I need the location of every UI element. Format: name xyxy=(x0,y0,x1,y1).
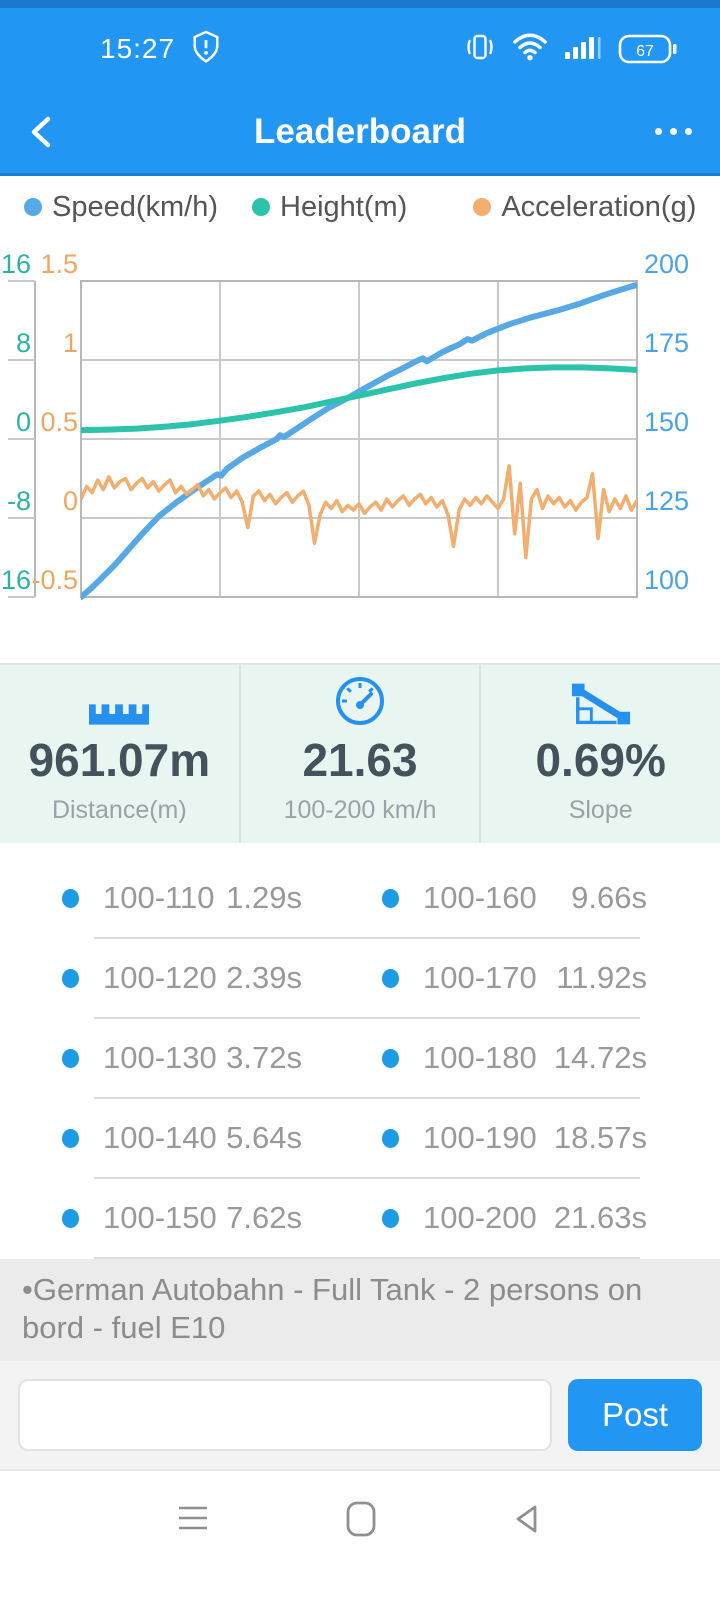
menu-icon[interactable] xyxy=(174,1502,214,1536)
more-options-button[interactable] xyxy=(655,128,692,135)
security-shield-icon xyxy=(191,30,221,69)
slope-value: 0.69% xyxy=(535,734,666,787)
speedometer-icon xyxy=(334,677,386,727)
sprint-times-table: 100-110 1.29s 100-160 9.66s 100-120 2.39s 1… xyxy=(0,843,720,1259)
height-dot-icon xyxy=(252,198,271,216)
ruler-icon xyxy=(88,683,150,727)
speed-dot-icon xyxy=(24,198,42,216)
stat-distance: 961.07m Distance(m) xyxy=(0,665,239,843)
svg-text:16: 16 xyxy=(1,249,31,279)
stat-sprint-time: 21.63 100-200 km/h xyxy=(238,665,480,843)
table-row: 100-140 5.64s 100-190 18.57s xyxy=(0,1099,720,1177)
status-bar: 15:27 67 xyxy=(0,8,720,90)
telemetry-chart: 16 8 0 -8 -16 1.5 1 0.5 0 -0.5 200 175 150 125 100 xyxy=(0,238,720,663)
row-divider xyxy=(94,937,640,939)
comment-input[interactable] xyxy=(18,1378,552,1451)
row-divider xyxy=(94,1177,640,1179)
chart-legend: Speed(km/h) Height(m) Acceleration(g) xyxy=(0,176,720,238)
svg-text:200: 200 xyxy=(644,249,689,279)
distance-label: Distance(m) xyxy=(51,795,187,824)
battery-percent-text: 67 xyxy=(636,43,654,60)
svg-text:175: 175 xyxy=(644,328,689,358)
acceleration-dot-icon xyxy=(473,198,492,216)
android-nav-bar xyxy=(0,1468,720,1568)
notch-strip xyxy=(0,0,720,8)
bullet-icon xyxy=(382,1128,399,1148)
battery-icon: 67 xyxy=(618,33,678,65)
sprint-time-label: 100-200 km/h xyxy=(283,795,437,824)
home-icon[interactable] xyxy=(343,1499,379,1539)
svg-text:0: 0 xyxy=(16,407,31,437)
svg-text:1.5: 1.5 xyxy=(40,249,78,279)
svg-text:125: 125 xyxy=(644,486,689,516)
bullet-icon xyxy=(382,1208,399,1228)
table-row: 100-120 2.39s 100-170 11.92s xyxy=(0,939,720,1017)
svg-text:1: 1 xyxy=(63,328,78,358)
bullet-icon xyxy=(62,888,79,908)
wifi-icon xyxy=(512,32,548,67)
legend-item-height[interactable]: Height(m) xyxy=(252,191,407,224)
sprint-time-value: 21.63 xyxy=(302,734,418,787)
vibrate-icon xyxy=(463,31,497,68)
legend-item-acceleration[interactable]: Acceleration(g) xyxy=(473,191,696,224)
svg-text:-16: -16 xyxy=(0,565,31,595)
page-title: Leaderboard xyxy=(254,111,466,151)
table-row: 100-110 1.29s 100-160 9.66s xyxy=(0,859,720,937)
svg-text:100: 100 xyxy=(644,565,689,595)
bullet-icon xyxy=(62,1208,79,1228)
compose-row: Post xyxy=(0,1360,720,1469)
back-nav-icon[interactable] xyxy=(508,1501,546,1537)
clock-time: 15:27 xyxy=(100,33,176,64)
comment-bar: •German Autobahn - Full Tank - 2 persons… xyxy=(0,1259,720,1361)
stats-panel: 961.07m Distance(m) 21.63 100-200 km/h 0… xyxy=(0,663,720,843)
table-row: 100-150 7.62s 100-200 21.63s xyxy=(0,1179,720,1257)
legend-item-speed[interactable]: Speed(km/h) xyxy=(24,191,218,224)
back-button[interactable] xyxy=(24,110,60,154)
distance-value: 961.07m xyxy=(28,734,211,787)
table-row: 100-130 3.72s 100-180 14.72s xyxy=(0,1019,720,1097)
slope-label: Slope xyxy=(568,795,633,824)
svg-text:8: 8 xyxy=(16,328,31,358)
svg-text:-8: -8 xyxy=(7,486,31,516)
svg-text:0: 0 xyxy=(63,486,78,516)
slope-icon xyxy=(570,683,632,727)
post-button[interactable]: Post xyxy=(568,1378,702,1451)
stat-slope: 0.69% Slope xyxy=(479,665,720,843)
bullet-icon xyxy=(382,888,399,908)
svg-text:150: 150 xyxy=(644,407,689,437)
row-divider xyxy=(94,1257,640,1259)
bullet-icon xyxy=(62,1128,79,1148)
bullet-icon xyxy=(62,968,79,988)
svg-text:-0.5: -0.5 xyxy=(31,565,78,595)
app-bar: Leaderboard xyxy=(0,90,720,176)
signal-strength-icon xyxy=(563,32,603,67)
bullet-icon xyxy=(382,1048,399,1068)
bullet-icon xyxy=(62,1048,79,1068)
row-divider xyxy=(94,1017,640,1019)
svg-text:0.5: 0.5 xyxy=(40,407,78,437)
bullet-icon xyxy=(382,968,399,988)
row-divider xyxy=(94,1097,640,1099)
comment-text: •German Autobahn - Full Tank - 2 persons… xyxy=(22,1272,643,1345)
